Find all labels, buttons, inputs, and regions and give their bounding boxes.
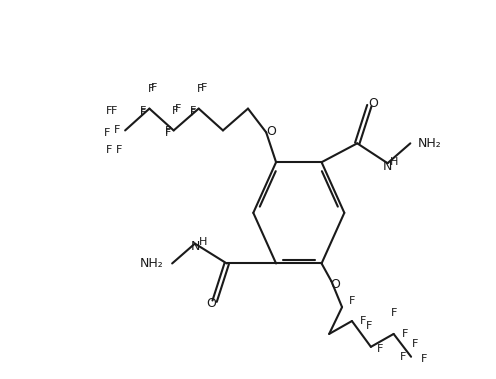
Text: F: F <box>189 108 196 117</box>
Text: F: F <box>114 125 121 135</box>
Text: F: F <box>197 84 203 94</box>
Text: F: F <box>165 127 172 136</box>
Text: F: F <box>175 103 182 114</box>
Text: F: F <box>421 354 427 364</box>
Text: F: F <box>400 352 407 362</box>
Text: F: F <box>140 108 146 117</box>
Text: NH₂: NH₂ <box>418 137 441 150</box>
Text: F: F <box>104 128 110 138</box>
Text: O: O <box>330 278 340 291</box>
Text: F: F <box>106 106 113 116</box>
Text: F: F <box>402 329 408 339</box>
Text: F: F <box>116 145 122 155</box>
Text: F: F <box>151 83 157 93</box>
Text: F: F <box>366 321 372 331</box>
Text: F: F <box>140 106 146 116</box>
Text: NH₂: NH₂ <box>140 257 164 270</box>
Text: F: F <box>148 84 154 94</box>
Text: F: F <box>190 106 196 116</box>
Text: N: N <box>383 160 392 174</box>
Text: F: F <box>349 296 355 306</box>
Text: O: O <box>207 296 217 310</box>
Text: F: F <box>360 316 367 326</box>
Text: F: F <box>412 339 418 349</box>
Text: F: F <box>201 83 207 93</box>
Text: O: O <box>266 125 276 138</box>
Text: H: H <box>389 157 398 167</box>
Text: F: F <box>172 106 179 116</box>
Text: F: F <box>111 106 118 116</box>
Text: F: F <box>106 145 113 155</box>
Text: F: F <box>377 344 383 354</box>
Text: O: O <box>368 97 378 110</box>
Text: H: H <box>199 237 207 247</box>
Text: F: F <box>164 128 171 138</box>
Text: N: N <box>191 240 200 253</box>
Text: F: F <box>390 308 397 318</box>
